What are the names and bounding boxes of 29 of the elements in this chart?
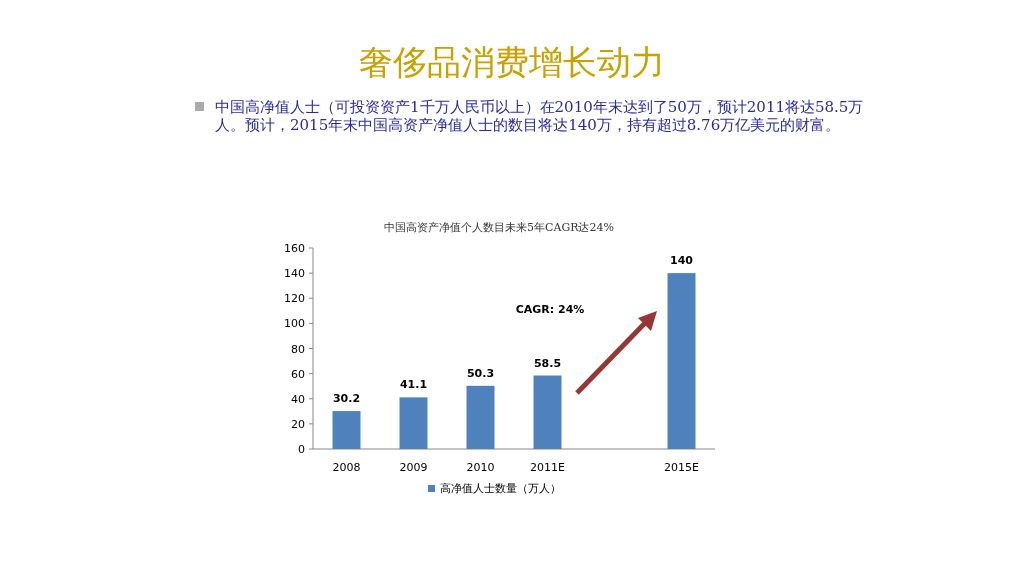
data-label: 30.2 <box>332 392 361 406</box>
chart-title: 奢侈品消费增长动力 <box>358 41 666 84</box>
bar <box>332 411 361 449</box>
y-tick-label: 0 <box>298 443 305 456</box>
y-tick-label: 120 <box>284 292 305 306</box>
data-label: 41.1 <box>399 378 428 392</box>
x-tick-label: 2010 <box>466 461 495 474</box>
legend: 高净值人士数量（万人） <box>428 482 561 495</box>
data-label: 50.3 <box>466 366 495 380</box>
x-tick-label: 2011E <box>530 461 566 474</box>
chart-subtitle: 中国高资产净值个人数目未来5年CAGR达24% <box>384 221 614 234</box>
y-tick-label: 160 <box>284 242 305 255</box>
text: 中国高净值人士（可投资资产1千万人民币以上）在2010年末达到了50万，预计2011将达58.5万人。预计，2015年末中国高资产净值人士的数目将达140万，持有超过8.76万亿美元的财富。 <box>214 98 865 134</box>
x-tick-label: 2009 <box>399 461 428 474</box>
data-label: 58.5 <box>533 356 562 370</box>
data-label: 140 <box>670 254 694 268</box>
x-tick-label: 2015E <box>664 461 700 474</box>
x-tick-label: 2008 <box>332 461 361 474</box>
y-tick-label: 60 <box>291 367 305 381</box>
y-tick-label: 20 <box>291 417 305 431</box>
bar <box>533 375 562 449</box>
y-tick-label: 40 <box>291 392 305 406</box>
bar <box>466 385 495 449</box>
bar <box>667 273 696 449</box>
annotation: CAGR: 24% <box>515 303 585 316</box>
y-tick-label: 140 <box>284 267 305 281</box>
y-tick-label: 100 <box>284 317 305 331</box>
bar <box>399 397 428 449</box>
y-tick-label: 80 <box>291 342 305 356</box>
